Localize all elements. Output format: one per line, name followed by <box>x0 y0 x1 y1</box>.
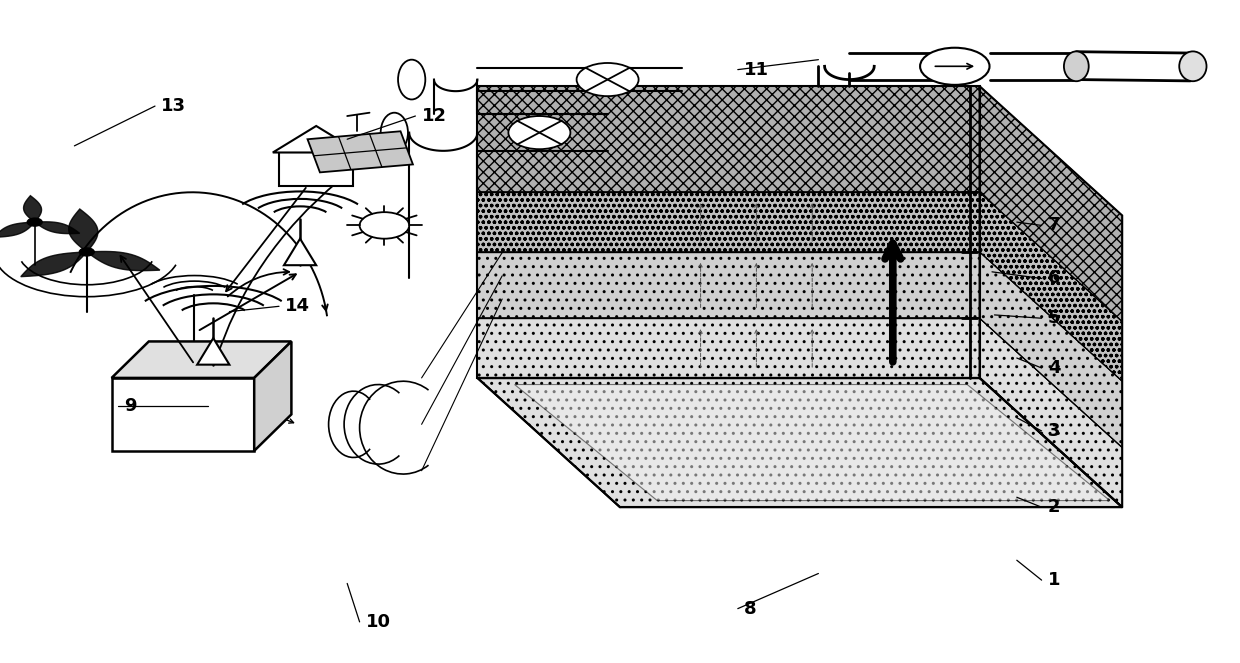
Ellipse shape <box>1179 52 1207 82</box>
Polygon shape <box>980 318 1122 507</box>
Polygon shape <box>112 341 291 378</box>
Polygon shape <box>35 222 79 233</box>
Polygon shape <box>112 378 254 451</box>
Polygon shape <box>477 318 980 378</box>
Circle shape <box>577 63 639 96</box>
Polygon shape <box>87 251 160 271</box>
Text: 3: 3 <box>1048 422 1060 440</box>
Polygon shape <box>68 209 98 252</box>
Polygon shape <box>21 252 87 276</box>
Text: 5: 5 <box>1048 309 1060 328</box>
Polygon shape <box>980 192 1122 381</box>
Text: 4: 4 <box>1048 359 1060 377</box>
Ellipse shape <box>1064 52 1089 82</box>
Polygon shape <box>0 222 35 237</box>
Circle shape <box>79 248 94 256</box>
Polygon shape <box>477 378 1122 507</box>
Polygon shape <box>980 252 1122 448</box>
Polygon shape <box>477 192 980 252</box>
Text: 12: 12 <box>422 107 446 125</box>
Polygon shape <box>197 338 229 365</box>
Polygon shape <box>308 131 413 172</box>
Text: 1: 1 <box>1048 571 1060 589</box>
Circle shape <box>360 212 409 239</box>
Polygon shape <box>284 239 316 265</box>
Circle shape <box>920 48 990 85</box>
Polygon shape <box>477 252 980 318</box>
Polygon shape <box>980 86 1122 322</box>
Circle shape <box>27 218 42 226</box>
Text: 9: 9 <box>124 396 136 415</box>
Polygon shape <box>24 196 41 222</box>
Text: 10: 10 <box>366 613 391 631</box>
Ellipse shape <box>381 113 408 152</box>
Text: 7: 7 <box>1048 216 1060 235</box>
Text: 11: 11 <box>744 60 769 79</box>
Polygon shape <box>279 152 353 186</box>
Polygon shape <box>515 385 1110 501</box>
Ellipse shape <box>398 60 425 99</box>
Circle shape <box>508 116 570 149</box>
Text: 8: 8 <box>744 599 756 618</box>
Polygon shape <box>477 86 980 192</box>
Text: 14: 14 <box>285 297 310 316</box>
Text: 6: 6 <box>1048 269 1060 288</box>
Polygon shape <box>254 341 291 451</box>
Text: 13: 13 <box>161 97 186 115</box>
Polygon shape <box>273 126 360 152</box>
Text: 2: 2 <box>1048 498 1060 516</box>
